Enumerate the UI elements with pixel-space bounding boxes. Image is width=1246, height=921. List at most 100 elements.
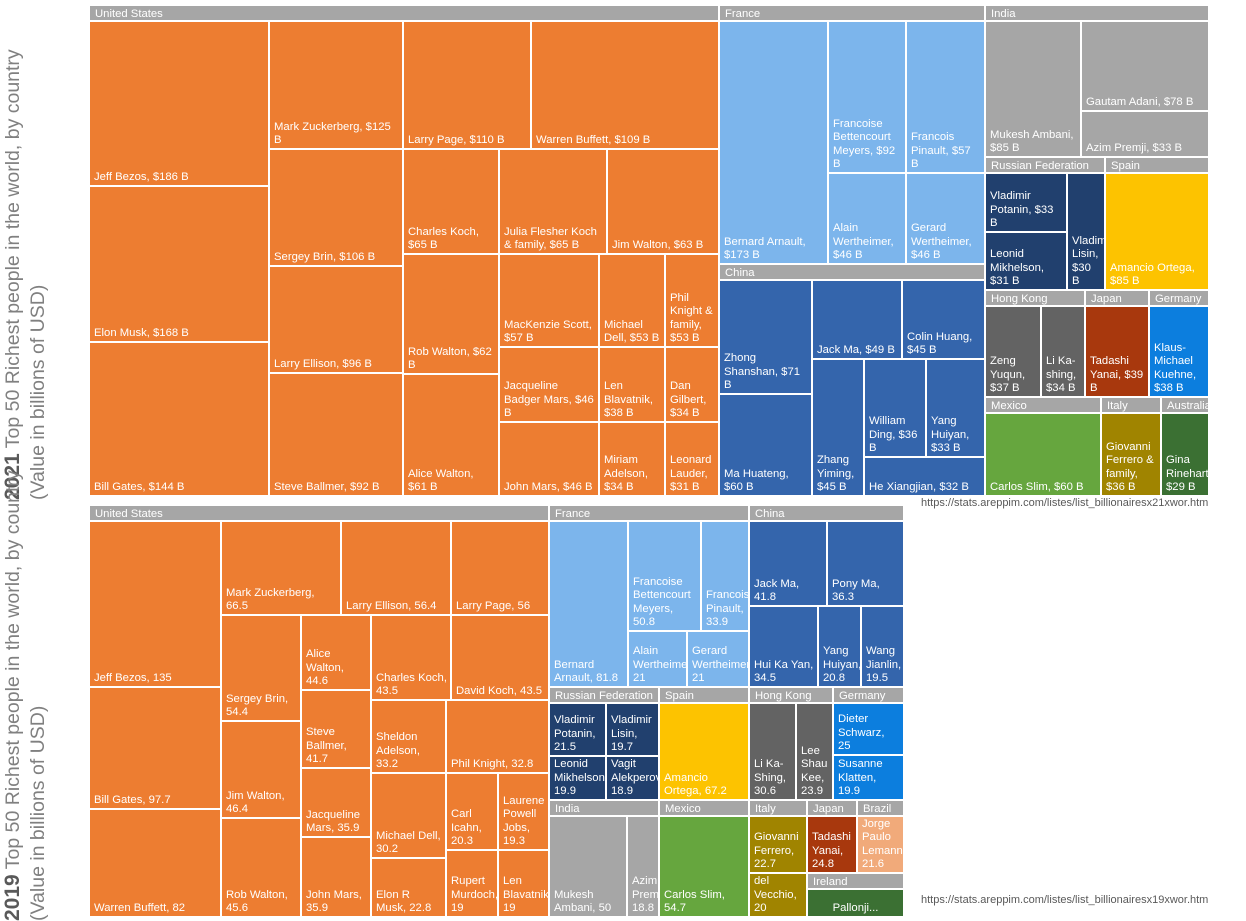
tile-jacqueline-mars-2019[interactable]: Jacqueline Mars, 35.9 <box>301 768 371 837</box>
tile-mackenzie-scott[interactable]: MacKenzie Scott, $57 B <box>499 254 599 347</box>
source-url-2021[interactable]: https://stats.areppim.com/listes/list_bi… <box>921 497 1209 509</box>
tile-laurene-powell-jobs-2019[interactable]: Laurene Powell Jobs, 19.3 <box>498 773 549 850</box>
tile-mukesh-ambani[interactable]: Mukesh Ambani, $85 B <box>985 21 1081 157</box>
tile-leonid-mikhelson[interactable]: Leonid Mikhelson, $31 B <box>985 232 1067 290</box>
tile-francoise-bettencourt-meyers-2019[interactable]: Francoise Bettencourt Meyers, 50.8 <box>628 521 701 631</box>
tile-bernard-arnault[interactable]: Bernard Arnault, $173 B <box>719 21 828 264</box>
tile-alice-walton[interactable]: Alice Walton, $61 B <box>403 374 499 496</box>
tile-giovanni-ferrero[interactable]: Giovanni Ferrero & family, $36 B <box>1101 413 1161 496</box>
tile-mark-zuckerberg-2019[interactable]: Mark Zuckerberg, 66.5 <box>221 521 341 615</box>
tile-bernard-arnault-2019[interactable]: Bernard Arnault, 81.8 <box>549 521 628 687</box>
tile-leonardo-del-vecchio-2019[interactable]: Leonardo del Vecchio, 20 <box>749 873 807 917</box>
tile-len-blavatnik[interactable]: Len Blavatnik, $38 B <box>599 347 665 422</box>
tile-carl-icahn-2019[interactable]: Carl Icahn, 20.3 <box>446 773 498 850</box>
tile-francois-pinault-2019[interactable]: Francois Pinault, 33.9 <box>701 521 749 631</box>
tile-vladimir-potanin-2019[interactable]: Vladimir Potanin, 21.5 <box>549 703 606 756</box>
tile-david-koch-2019[interactable]: David Koch, 43.5 <box>451 615 549 700</box>
tile-larry-page-2019[interactable]: Larry Page, 56 <box>451 521 549 615</box>
tile-jim-walton[interactable]: Jim Walton, $63 B <box>607 149 719 254</box>
tile-amancio-ortega[interactable]: Amancio Ortega, $85 B <box>1105 173 1209 290</box>
tile-dieter-schwarz-2019[interactable]: Dieter Schwarz, 25 <box>833 703 904 755</box>
tile-michael-dell[interactable]: Michael Dell, $53 B <box>599 254 665 347</box>
tile-william-ding[interactable]: William Ding, $36 B <box>864 359 926 457</box>
tile-warren-buffett-2019[interactable]: Warren Buffett, 82 <box>89 809 221 917</box>
tile-dan-gilbert[interactable]: Dan Gilbert, $34 B <box>665 347 719 422</box>
tile-alain-wertheimer[interactable]: Alain Wertheimer, $46 B <box>828 173 906 264</box>
tile-sheldon-adelson-2019[interactable]: Sheldon Adelson, 33.2 <box>371 700 446 773</box>
tile-rob-walton[interactable]: Rob Walton, $62 B <box>403 254 499 374</box>
tile-amancio-ortega-2019[interactable]: Amancio Ortega, 67.2 <box>659 703 749 800</box>
tile-yang-huiyan[interactable]: Yang Huiyan, $33 B <box>926 359 985 457</box>
tile-steve-ballmer[interactable]: Steve Ballmer, $92 B <box>269 373 403 496</box>
tile-carlos-slim[interactable]: Carlos Slim, $60 B <box>985 413 1101 496</box>
tile-john-mars-2019[interactable]: John Mars, 35.9 <box>301 837 371 917</box>
tile-gerard-wertheimer[interactable]: Gerard Wertheimer, $46 B <box>906 173 985 264</box>
tile-zhong-shanshan[interactable]: Zhong Shanshan, $71 B <box>719 280 812 394</box>
tile-zeng-yuqun[interactable]: Zeng Yuqun, $37 B <box>985 306 1041 397</box>
tile-charles-koch[interactable]: Charles Koch, $65 B <box>403 149 499 254</box>
tile-jorge-paulo-lemann-2019[interactable]: Jorge Paulo Lemann, 21.6 <box>857 816 904 873</box>
tile-li-ka-shing[interactable]: Li Ka-shing, $34 B <box>1041 306 1085 397</box>
tile-he-xiangjian[interactable]: He Xiangjian, $32 B <box>864 457 985 496</box>
tile-vagit-alekperov-2019[interactable]: Vagit Alekperov, 18.9 <box>606 756 659 800</box>
tile-phil-knight-2019[interactable]: Phil Knight, 32.8 <box>446 700 549 773</box>
tile-jack-ma[interactable]: Jack Ma, $49 B <box>812 280 902 359</box>
tile-mukesh-ambani-2019[interactable]: Mukesh Ambani, 50 <box>549 816 627 917</box>
tile-klaus-michael-kuehne[interactable]: Klaus-Michael Kuehne, $38 B <box>1149 306 1209 397</box>
tile-gerard-wertheimer-2019[interactable]: Gerard Wertheimer, 21 <box>687 631 749 687</box>
tile-charles-koch-2019[interactable]: Charles Koch, 43.5 <box>371 615 451 700</box>
source-url-2019[interactable]: https://stats.areppim.com/listes/list_bi… <box>921 894 1209 906</box>
tile-len-blavatnik-2019[interactable]: Len Blavatnik, 19 <box>498 850 549 917</box>
tile-carlos-slim-2019[interactable]: Carlos Slim, 54.7 <box>659 816 749 917</box>
tile-giovanni-ferrero-2019[interactable]: Giovanni Ferrero, 22.7 <box>749 816 807 873</box>
tile-gautam-adani[interactable]: Gautam Adani, $78 B <box>1081 21 1209 111</box>
tile-michael-dell-2019[interactable]: Michael Dell, 30.2 <box>371 773 446 858</box>
tile-wang-jianlin-2019[interactable]: Wang Jianlin, 19.5 <box>861 606 904 687</box>
tile-sergey-brin-2019[interactable]: Sergey Brin, 54.4 <box>221 615 301 721</box>
tile-bill-gates-2019[interactable]: Bill Gates, 97.7 <box>89 687 221 809</box>
tile-ma-huateng[interactable]: Ma Huateng, $60 B <box>719 394 812 496</box>
tile-jack-ma-2019[interactable]: Jack Ma, 41.8 <box>749 521 827 606</box>
tile-francoise-bettencourt-meyers[interactable]: Francoise Bettencourt Meyers, $92 B <box>828 21 906 173</box>
tile-steve-ballmer-2019[interactable]: Steve Ballmer, 41.7 <box>301 690 371 768</box>
tile-li-ka-shing-2019[interactable]: Li Ka-Shing, 30.6 <box>749 703 796 800</box>
tile-yang-huiyan-2019[interactable]: Yang Huiyan, 20.8 <box>818 606 861 687</box>
tile-larry-ellison[interactable]: Larry Ellison, $96 B <box>269 266 403 373</box>
tile-bill-gates[interactable]: Bill Gates, $144 B <box>89 342 269 496</box>
tile-tadashi-yanai[interactable]: Tadashi Yanai, $39 B <box>1085 306 1149 397</box>
tile-francois-pinault[interactable]: Francois Pinault, $57 B <box>906 21 985 173</box>
tile-lee-shau-kee-2019[interactable]: Lee Shau Kee, 23.9 <box>796 703 833 800</box>
tile-zhang-yiming[interactable]: Zhang Yiming, $45 B <box>812 359 864 496</box>
tile-phil-knight[interactable]: Phil Knight & family, $53 B <box>665 254 719 347</box>
tile-leonard-lauder[interactable]: Leonard Lauder, $31 B <box>665 422 719 496</box>
tile-elon-musk-2019[interactable]: Elon R Musk, 22.8 <box>371 858 446 917</box>
tile-gina-rinehart[interactable]: Gina Rinehart, $29 B <box>1161 413 1209 496</box>
tile-azim-premji-2019[interactable]: Azim Premji, 18.8 <box>627 816 659 917</box>
tile-mark-zuckerberg[interactable]: Mark Zuckerberg, $125 B <box>269 21 403 149</box>
tile-alain-wertheimer-2019[interactable]: Alain Wertheimer, 21 <box>628 631 687 687</box>
tile-sergey-brin[interactable]: Sergey Brin, $106 B <box>269 149 403 266</box>
tile-vladimir-lisin-2019[interactable]: Vladimir Lisin, 19.7 <box>606 703 659 756</box>
tile-tadashi-yanai-2019[interactable]: Tadashi Yanai, 24.8 <box>807 816 857 873</box>
tile-alice-walton-2019[interactable]: Alice Walton, 44.6 <box>301 615 371 690</box>
tile-elon-musk[interactable]: Elon Musk, $168 B <box>89 186 269 342</box>
tile-larry-page[interactable]: Larry Page, $110 B <box>403 21 531 149</box>
tile-julia-flesher-koch[interactable]: Julia Flesher Koch & family, $65 B <box>499 149 607 254</box>
tile-vladimir-potanin[interactable]: Vladimir Potanin, $33 B <box>985 173 1067 232</box>
tile-colin-huang[interactable]: Colin Huang, $45 B <box>902 280 985 359</box>
tile-hui-ka-yan-2019[interactable]: Hui Ka Yan, 34.5 <box>749 606 818 687</box>
tile-warren-buffett[interactable]: Warren Buffett, $109 B <box>531 21 719 149</box>
tile-susanne-klatten-2019[interactable]: Susanne Klatten, 19.9 <box>833 755 904 800</box>
tile-miriam-adelson[interactable]: Miriam Adelson, $34 B <box>599 422 665 496</box>
tile-pony-ma-2019[interactable]: Pony Ma, 36.3 <box>827 521 904 606</box>
tile-jim-walton-2019[interactable]: Jim Walton, 46.4 <box>221 721 301 818</box>
tile-jacqueline-badger-mars[interactable]: Jacqueline Badger Mars, $46 B <box>499 347 599 422</box>
tile-pallonji-mistry-2019[interactable]: Pallonji... <box>807 889 904 917</box>
tile-john-mars[interactable]: John Mars, $46 B <box>499 422 599 496</box>
tile-vladimir-lisin[interactable]: Vladimir Lisin, $30 B <box>1067 173 1105 290</box>
tile-jeff-bezos-2019[interactable]: Jeff Bezos, 135 <box>89 521 221 687</box>
tile-larry-ellison-2019[interactable]: Larry Ellison, 56.4 <box>341 521 451 615</box>
tile-jeff-bezos[interactable]: Jeff Bezos, $186 B <box>89 21 269 186</box>
tile-rob-walton-2019[interactable]: Rob Walton, 45.6 <box>221 818 301 917</box>
tile-leonid-mikhelson-2019[interactable]: Leonid Mikhelson, 19.9 <box>549 756 606 800</box>
